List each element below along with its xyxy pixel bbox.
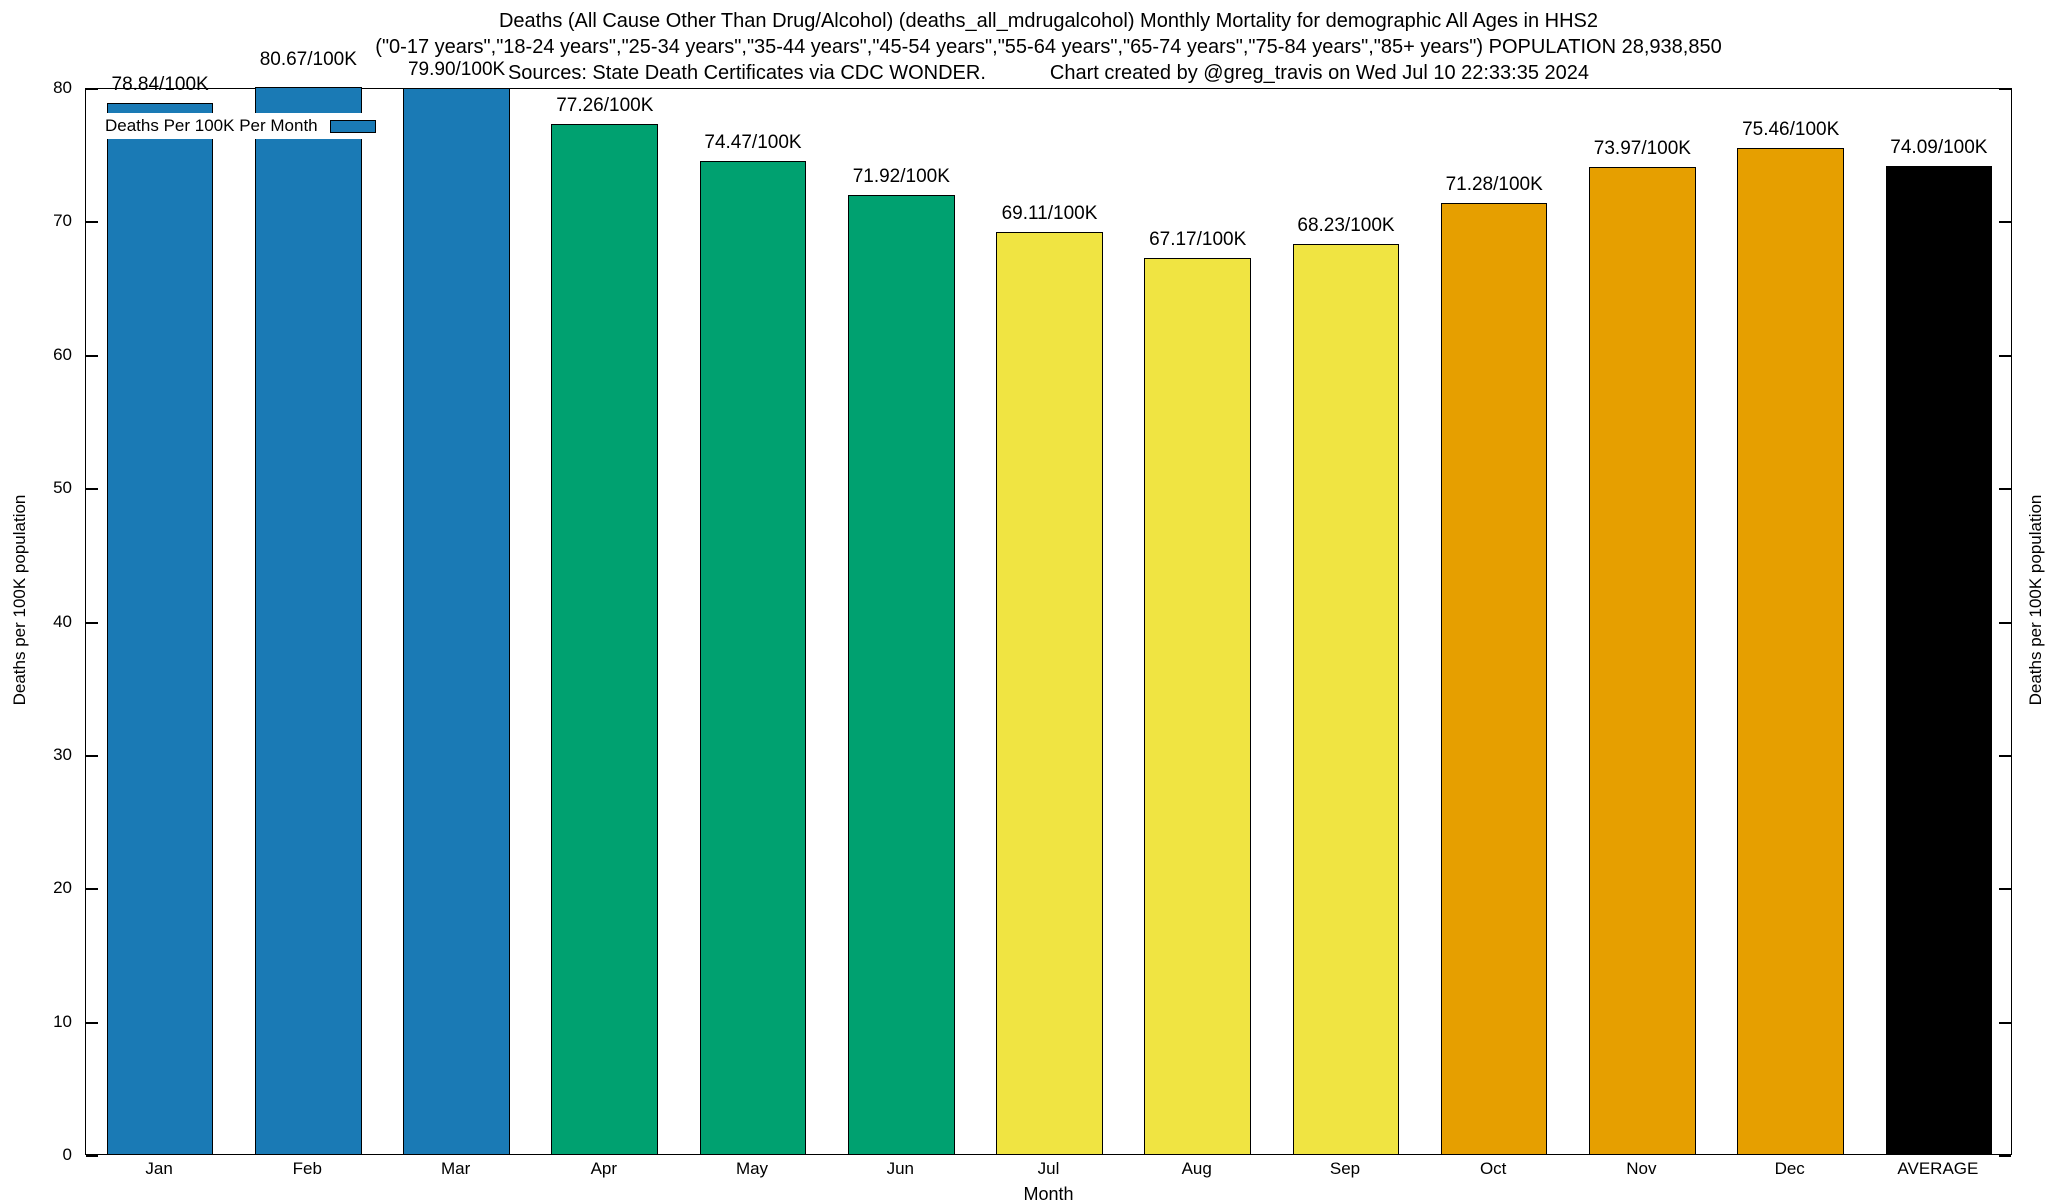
bar-aug [1144, 258, 1252, 1154]
y-tick-mark-right [1999, 621, 2011, 624]
x-tick-label: Dec [1774, 1159, 1805, 1178]
y-tick-mark-right [1999, 1021, 2011, 1024]
x-tick-label: Nov [1626, 1159, 1657, 1178]
bar-dec [1737, 147, 1844, 1154]
y-tick-mark-right [1999, 354, 2011, 357]
y-tick-mark-right [1999, 88, 2011, 90]
bar-feb [255, 87, 362, 1154]
y-tick-mark-right [1999, 488, 2011, 491]
x-tick-label: Feb [292, 1159, 322, 1178]
bar-sep [1292, 244, 1400, 1154]
chart-title-line2: ("0-17 years","18-24 years","25-34 years… [375, 36, 1722, 58]
chart-credit-text: Chart created by @greg_travis on Wed Jul… [1049, 62, 1590, 84]
y-tick-label: 60 [53, 344, 72, 364]
x-tick-labels: Jan Feb Mar Apr May Jun Jul Aug Sep Oct Nov Dec AVER… [85, 1159, 2012, 1183]
bar-average [1885, 165, 1993, 1154]
bar-value-label: 69.11/100K [1001, 203, 1098, 225]
y-tick-mark-left [86, 488, 98, 491]
y-tick-label: 20 [53, 878, 72, 898]
y-tick-labels: 0 10 20 30 40 50 60 70 80 [0, 78, 80, 1164]
y-tick-label: 0 [62, 1145, 72, 1164]
bar-value-label: 79.90/100K [407, 59, 506, 81]
y-tick-mark-left [86, 221, 98, 224]
x-tick-label: Oct [1479, 1159, 1507, 1178]
x-tick-label: Jul [1037, 1159, 1060, 1178]
y-tick-label: 70 [53, 211, 72, 231]
y-tick-mark-left [86, 621, 98, 624]
y-tick-mark-left [86, 88, 98, 90]
y-tick-mark-right [1999, 888, 2011, 891]
chart-title-block: Deaths (All Cause Other Than Drug/Alcoho… [85, 8, 2012, 86]
y-tick-mark-left [86, 354, 98, 357]
bar-value-label: 75.46/100K [1742, 118, 1840, 140]
y-tick-mark-left [86, 888, 98, 891]
chart-title-line1: Deaths (All Cause Other Than Drug/Alcoho… [498, 10, 1599, 32]
y-tick-mark-left [86, 1155, 98, 1157]
x-tick-label: Jun [886, 1159, 914, 1178]
y-tick-mark-right [1999, 221, 2011, 224]
y-tick-label: 80 [53, 78, 72, 97]
y-tick-label: 50 [53, 478, 72, 498]
bar-value-label: 67.17/100K [1149, 229, 1247, 251]
legend: Deaths Per 100K Per Month [96, 113, 385, 139]
x-tick-label: Jan [145, 1159, 173, 1178]
chart-title-line3: Sources: State Death Certificates via CD… [85, 60, 2012, 86]
x-tick-label: Aug [1181, 1159, 1212, 1178]
y-tick-mark-right [1999, 1155, 2011, 1157]
legend-label: Deaths Per 100K Per Month [105, 116, 318, 135]
plot-area: Deaths Per 100K Per Month 78.84/100K 80.6… [85, 49, 2012, 1157]
y-tick-label: 10 [53, 1011, 72, 1031]
x-tick-label: Sep [1329, 1159, 1361, 1178]
x-tick-label: Mar [440, 1159, 471, 1178]
bar-jun [847, 194, 955, 1154]
chart-sources-text: Sources: State Death Certificates via CD… [507, 62, 986, 84]
bar-mar [403, 88, 510, 1154]
bar-value-label: 68.23/100K [1297, 215, 1395, 236]
y-axis-label-right: Deaths per 100K population [2026, 494, 2045, 706]
x-tick-label: AVERAGE [1897, 1159, 1979, 1178]
bar-jan [106, 102, 214, 1154]
bar-value-label: 77.26/100K [556, 94, 654, 116]
bar-value-label: 71.92/100K [852, 165, 950, 187]
bar-value-label: 71.28/100K [1445, 174, 1543, 196]
bar-apr [551, 123, 659, 1154]
y-tick-label: 40 [53, 611, 72, 631]
bar-oct [1440, 203, 1548, 1154]
bar-value-label: 74.09/100K [1890, 136, 1988, 158]
bar-value-label: 80.67/100K [259, 49, 357, 71]
y-tick-mark-right [1999, 754, 2011, 757]
legend-swatch [329, 119, 376, 133]
x-tick-label: Apr [590, 1159, 618, 1178]
bar-value-label: 74.47/100K [704, 131, 802, 153]
bar-value-label: 73.97/100K [1593, 138, 1691, 160]
bar-jul [996, 232, 1103, 1154]
y-tick-mark-left [86, 754, 98, 757]
y-tick-label: 30 [53, 744, 72, 764]
bar-may [699, 160, 807, 1154]
x-axis-label: Month [1023, 1184, 1074, 1200]
bar-value-label: 78.84/100K [111, 73, 209, 95]
x-tick-label: May [735, 1159, 769, 1178]
y-tick-mark-left [86, 1021, 98, 1024]
bar-nov [1589, 167, 1696, 1154]
